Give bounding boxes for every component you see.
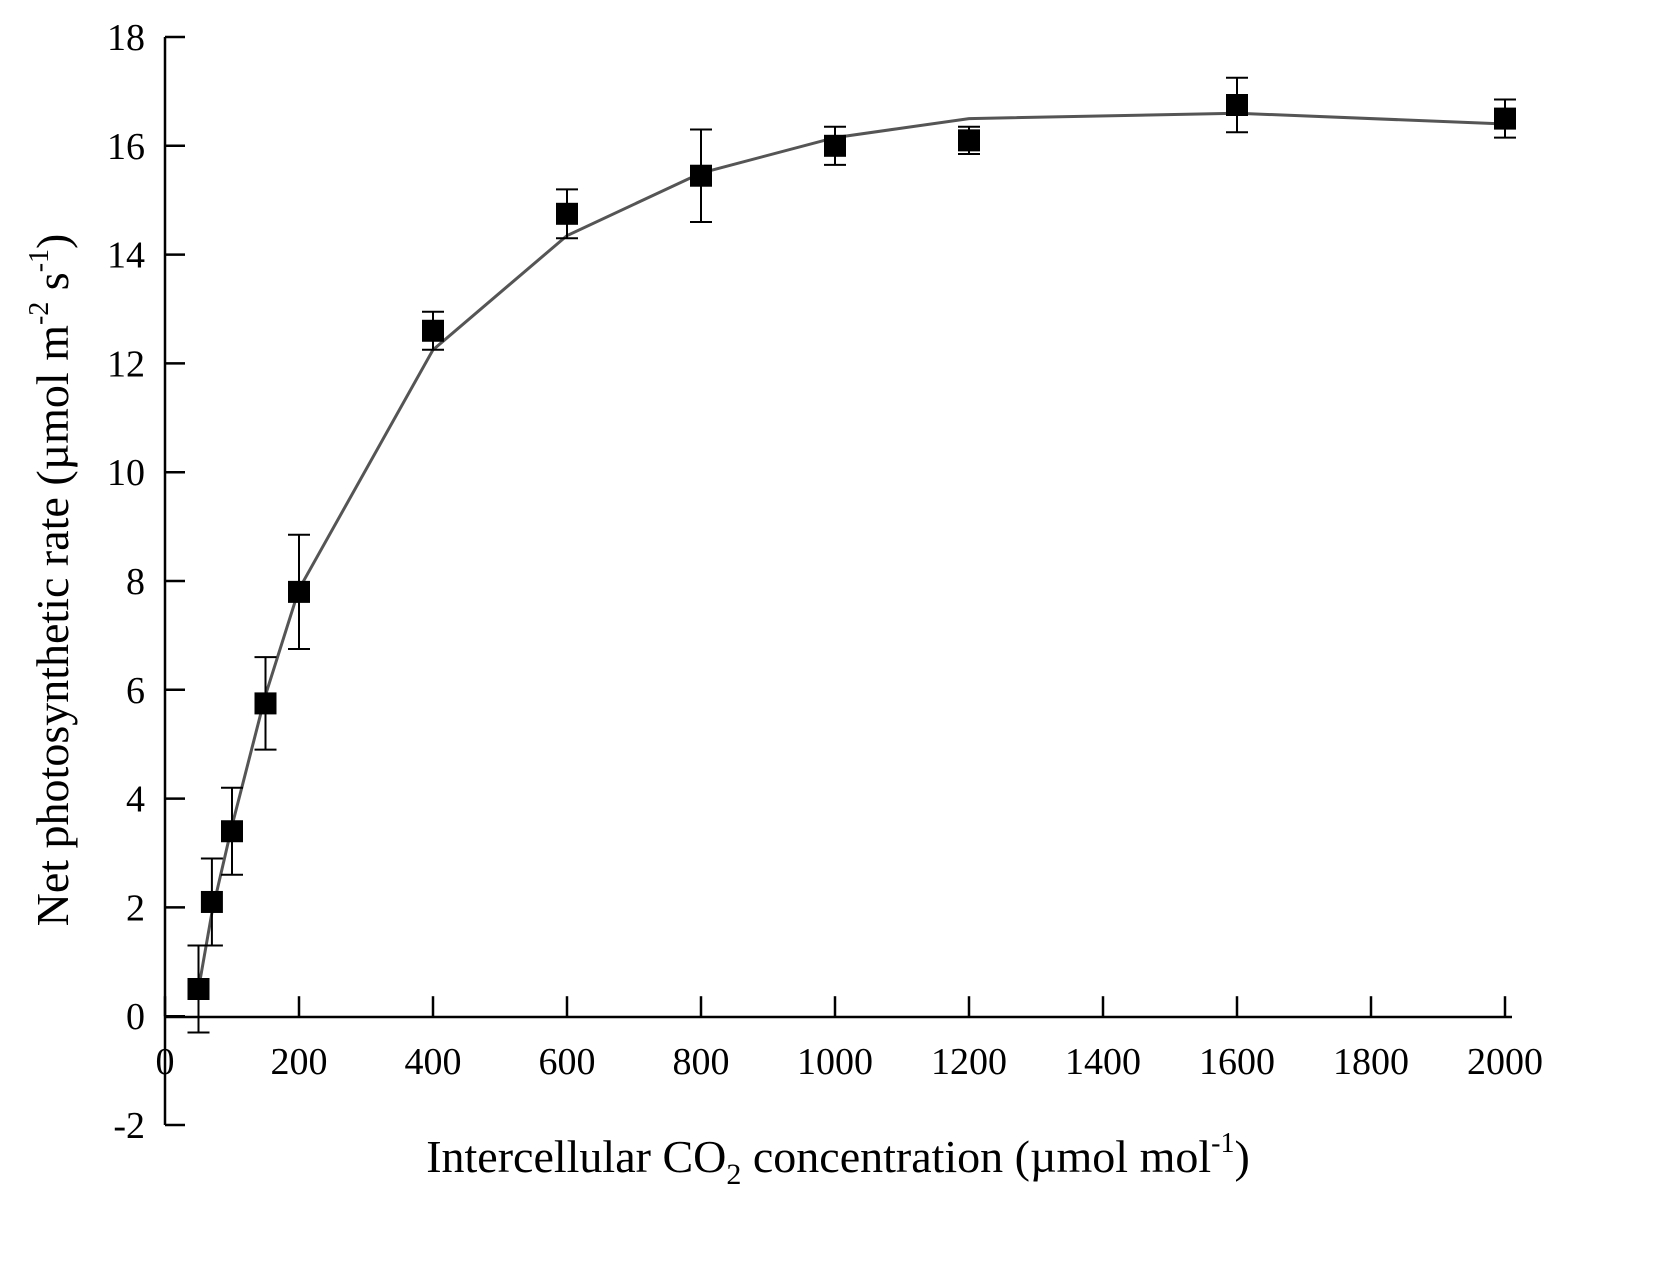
error-bars: [187, 76, 1516, 1034]
x-axis: 0 200 400 600 800 1000 1200 1400 1600 1800 2000: [156, 996, 1543, 1083]
data-markers: [187, 94, 1516, 1000]
x-tick-label-3: 600: [539, 1041, 596, 1083]
data-point-5: [422, 319, 444, 342]
fit-curve: [197, 111, 1506, 990]
data-point-9: [958, 129, 980, 152]
y-tick-label-5: 8: [126, 561, 145, 603]
y-tick-label-6: 10: [107, 452, 145, 494]
x-tick-label-7: 1400: [1065, 1041, 1141, 1083]
x-tick-label-9: 1800: [1333, 1041, 1409, 1083]
y-axis: -2 0 2 4 6 8 10 12 14 16 18: [107, 17, 185, 1147]
x-tick-label-10: 2000: [1467, 1041, 1543, 1083]
y-tick-label-1: 0: [126, 996, 145, 1038]
y-tick-label-4: 6: [126, 670, 145, 712]
x-tick-label-2: 400: [405, 1041, 462, 1083]
data-point-10: [1226, 94, 1248, 116]
x-tick-label-0: 0: [156, 1041, 175, 1083]
y-tick-label-0: -2: [113, 1105, 145, 1147]
x-ticks: 0 200 400 600 800 1000 1200 1400 1600 1800 2000: [156, 996, 1543, 1083]
x-tick-label-1: 200: [271, 1041, 328, 1083]
y-tick-label-7: 12: [107, 343, 145, 385]
y-tick-label-2: 2: [126, 887, 145, 929]
data-point-2: [221, 820, 243, 843]
data-point-6: [556, 202, 578, 225]
data-point-7: [690, 164, 712, 187]
y-axis-title: Net photosynthetic rate (µmol m-2 s-1): [24, 234, 78, 927]
y-ticks: -2 0 2 4 6 8 10 12 14 16 18: [107, 17, 185, 1147]
x-tick-label-6: 1200: [931, 1041, 1007, 1083]
data-point-11: [1494, 107, 1516, 130]
y-tick-label-10: 18: [107, 17, 145, 59]
data-point-1: [200, 890, 223, 913]
data-point-3: [254, 692, 277, 715]
y-tick-label-3: 4: [126, 779, 145, 821]
fit-line-layer: [197, 111, 1506, 990]
y-tick-label-8: 14: [107, 235, 145, 277]
x-tick-label-8: 1600: [1199, 1041, 1275, 1083]
y-tick-label-9: 16: [107, 126, 145, 168]
x-tick-label-5: 1000: [797, 1041, 873, 1083]
data-point-4: [288, 580, 310, 603]
x-axis-title: Intercellular CO2 concentration (µmol mo…: [426, 1128, 1250, 1191]
data-point-0: [187, 978, 210, 1000]
x-tick-label-4: 800: [673, 1041, 730, 1083]
data-point-8: [824, 134, 846, 157]
